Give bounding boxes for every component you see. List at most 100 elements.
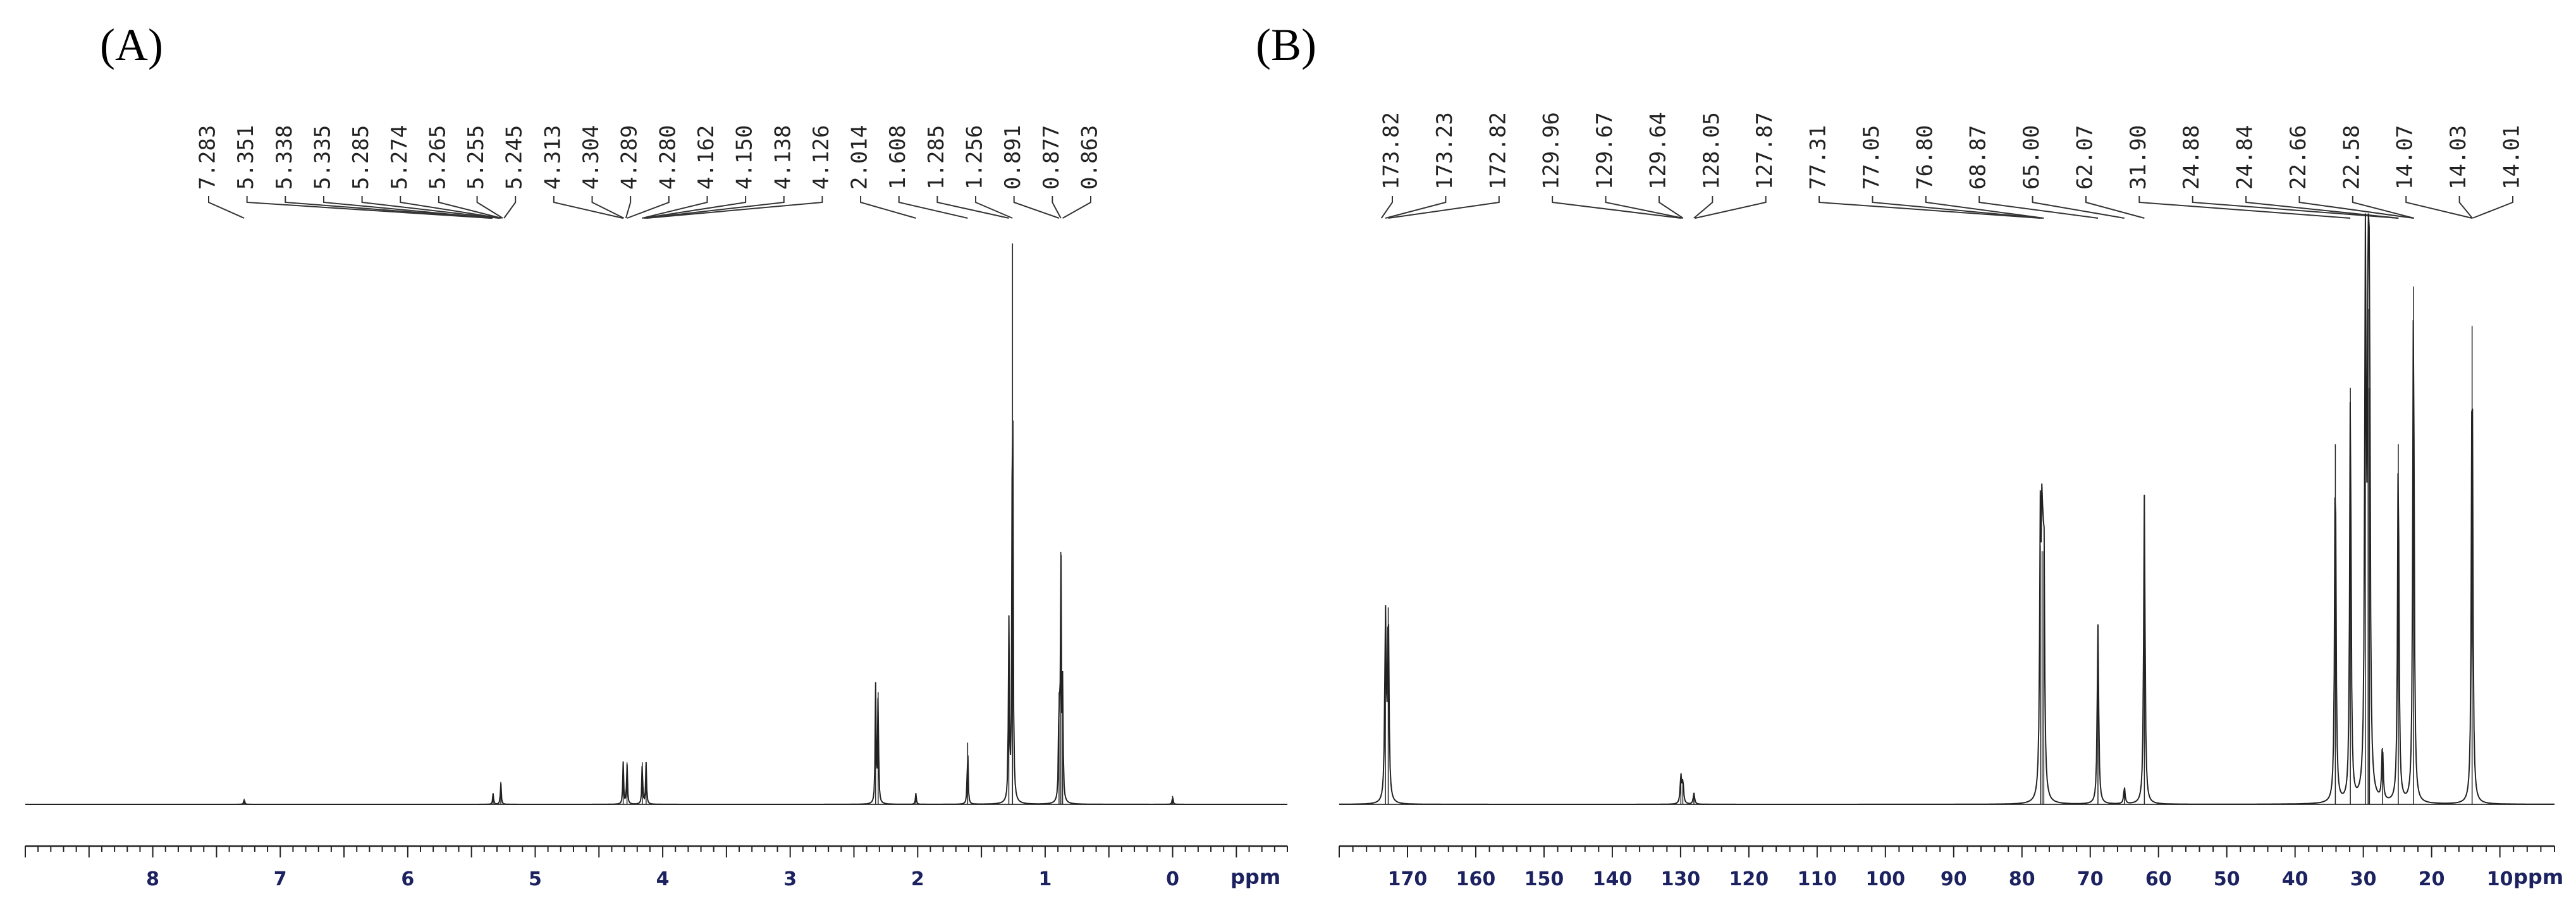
peak-label: 65.00 xyxy=(2019,125,2044,190)
peak-connector xyxy=(438,196,502,219)
tick-label: 0 xyxy=(1166,868,1179,890)
peak-label: 1.285 xyxy=(924,125,949,190)
peak-connector xyxy=(642,196,708,219)
peak-connector xyxy=(322,196,493,219)
peak-connector xyxy=(1693,196,1714,219)
peak-connector xyxy=(860,196,916,219)
peak-label: 2.014 xyxy=(847,125,873,190)
peak-label: 1.608 xyxy=(885,125,911,190)
peak-label: 24.84 xyxy=(2233,125,2258,190)
tick-label: 3 xyxy=(783,868,797,890)
panel-b-label: (B) xyxy=(1256,20,1316,70)
panel-a-ticks: 8 7 6 5 4 3 2 1 0 xyxy=(25,846,1288,890)
peak-connector xyxy=(1062,196,1091,219)
peak-connector xyxy=(1872,196,2042,219)
peak-connector xyxy=(645,196,785,219)
peak-label: 4.138 xyxy=(770,125,795,190)
peak-label: 5.335 xyxy=(310,125,335,190)
peak-label: 1.256 xyxy=(962,125,988,190)
peak-label: 5.351 xyxy=(233,125,259,190)
peak-label: 4.280 xyxy=(655,125,680,190)
peak-connector xyxy=(975,196,1013,219)
peak-connector xyxy=(2298,196,2414,219)
peak-label: 4.162 xyxy=(694,125,719,190)
peak-label: 5.265 xyxy=(425,125,450,190)
peak-connector xyxy=(2085,196,2145,219)
peak-label: 14.07 xyxy=(2393,125,2418,190)
peak-label: 77.05 xyxy=(1859,125,1884,190)
peak-connector xyxy=(1695,196,1767,219)
tick-label: 1 xyxy=(1038,868,1052,890)
peak-connector xyxy=(627,196,670,219)
tick-label: 30 xyxy=(2350,868,2377,890)
peak-label: 0.863 xyxy=(1077,125,1103,190)
peak-connector xyxy=(1552,196,1681,219)
peak-label: 173.82 xyxy=(1379,112,1404,190)
peak-label: 22.66 xyxy=(2286,125,2311,190)
panel-a-label: (A) xyxy=(100,20,163,70)
peak-label: 24.88 xyxy=(2179,125,2204,190)
tick-label: 5 xyxy=(529,868,542,890)
peak-label: 5.245 xyxy=(502,125,527,190)
peak-label: 129.64 xyxy=(1645,112,1671,190)
peak-label: 4.304 xyxy=(579,125,604,190)
peak-label: 5.274 xyxy=(387,125,412,190)
peak-connector xyxy=(553,196,623,219)
peak-connector xyxy=(1052,196,1062,219)
tick-label: 140 xyxy=(1593,868,1633,890)
peak-connector xyxy=(1978,196,2099,219)
peak-connector xyxy=(2352,196,2415,219)
panel-a-spectrum-trace xyxy=(25,420,1287,805)
peak-connector xyxy=(2405,196,2472,219)
peak-label: 172.82 xyxy=(1485,112,1511,190)
panel-b: (B) 173.82 173.23 172.82 129.96 129.67 129.64… xyxy=(1256,20,2563,890)
peak-connector xyxy=(246,196,491,219)
peak-label: 127.87 xyxy=(1752,112,1777,190)
peak-label: 0.877 xyxy=(1039,125,1064,190)
peak-label: 4.289 xyxy=(617,125,642,190)
tick-label: 8 xyxy=(146,868,159,890)
peak-label: 62.07 xyxy=(2072,125,2097,190)
panel-a-peak-labels: 7.283 5.351 5.338 5.335 5.285 5.274 5.265 5.255… xyxy=(195,125,1103,190)
tick-label: 4 xyxy=(656,868,670,890)
peak-connector xyxy=(2245,196,2399,219)
peak-connector xyxy=(1819,196,2040,219)
peak-label: 129.67 xyxy=(1592,112,1617,190)
peak-connector xyxy=(285,196,493,219)
peak-connector xyxy=(400,196,501,219)
tick-label: 80 xyxy=(2009,868,2035,890)
tick-label: 70 xyxy=(2077,868,2104,890)
tick-label: 6 xyxy=(401,868,414,890)
tick-label: 120 xyxy=(1729,868,1769,890)
peak-connector xyxy=(625,196,632,219)
peak-label: 14.01 xyxy=(2499,125,2525,190)
tick-label: 170 xyxy=(1388,868,1428,890)
tick-label: 110 xyxy=(1798,868,1837,890)
panel-a: (A) 7.283 5.351 5.338 5.335 5.285 5.274 5.265 5… xyxy=(25,20,1288,890)
peak-connector xyxy=(2458,196,2473,219)
peak-label: 31.90 xyxy=(2126,125,2151,190)
peak-connector xyxy=(1388,196,1500,219)
panel-b-x-unit: ppm xyxy=(2513,865,2563,889)
tick-label: 130 xyxy=(1661,868,1701,890)
peak-label: 7.283 xyxy=(195,125,221,190)
peak-connector xyxy=(2192,196,2398,219)
peak-connector xyxy=(643,196,747,219)
peak-label: 4.150 xyxy=(732,125,757,190)
tick-label: 2 xyxy=(911,868,924,890)
tick-label: 90 xyxy=(1941,868,1967,890)
peak-connector xyxy=(2138,196,2351,219)
peak-label: 0.891 xyxy=(1000,125,1026,190)
panel-b-ticks: 170 160 150 140 130 120 110 100 90 80 70 60 50 40 30 20… xyxy=(1339,846,2555,890)
peak-label: 129.96 xyxy=(1539,112,1564,190)
peak-label: 128.05 xyxy=(1699,112,1724,190)
peak-connector xyxy=(1385,196,1447,219)
tick-label: 60 xyxy=(2145,868,2172,890)
peak-label: 5.255 xyxy=(463,125,489,190)
peak-connector xyxy=(2032,196,2125,219)
peak-label: 5.285 xyxy=(348,125,374,190)
peak-connector xyxy=(208,196,245,219)
tick-label: 7 xyxy=(274,868,287,890)
peak-connector xyxy=(898,196,968,219)
